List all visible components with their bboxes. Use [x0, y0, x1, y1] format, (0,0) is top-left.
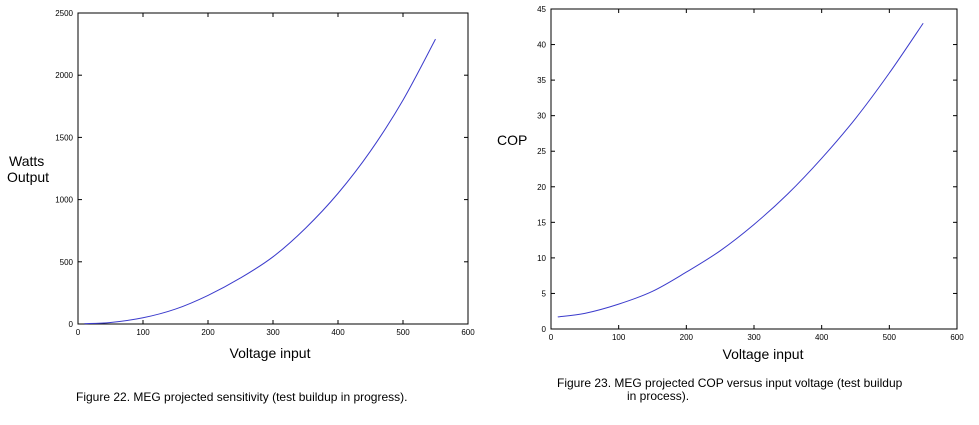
x-axis-ticks-cop: 0 100 200 300 400 500 600 [549, 9, 964, 342]
y-tick-label-sensitivity-0: 0 [69, 320, 74, 329]
figure-caption-23-line1: Figure 23. MEG projected COP versus inpu… [557, 376, 903, 390]
x-tick-label-sensitivity-6: 600 [461, 328, 475, 337]
series-line-cop [557, 22, 924, 318]
x-tick-label-cop-5: 500 [883, 333, 897, 342]
x-tick-label-sensitivity-5: 500 [396, 328, 410, 337]
chart-cop: 0 100 200 300 400 500 600 0 5 10 15 20 25 30 35 40 45 V… [497, 5, 964, 362]
y-tick-label-sensitivity-3: 1500 [55, 133, 73, 142]
x-tick-label-sensitivity-1: 100 [136, 328, 150, 337]
x-tick-label-sensitivity-0: 0 [76, 328, 81, 337]
x-axis-label-cop: Voltage input [723, 346, 804, 362]
y-tick-label-cop-9: 45 [537, 5, 546, 14]
y-tick-label-cop-5: 25 [537, 147, 546, 156]
y-axis-label-line1-sensitivity: Watts [9, 153, 44, 169]
y-tick-label-cop-7: 35 [537, 76, 546, 85]
y-tick-label-sensitivity-5: 2500 [55, 9, 73, 18]
x-tick-label-sensitivity-3: 300 [266, 328, 280, 337]
x-tick-label-cop-0: 0 [549, 333, 554, 342]
y-tick-label-sensitivity-1: 500 [60, 258, 74, 267]
chart-sensitivity: 0 100 200 300 400 500 600 0 500 1000 1500 2000 2500… [7, 9, 475, 361]
y-tick-label-cop-4: 20 [537, 183, 546, 192]
x-tick-label-cop-2: 200 [680, 333, 694, 342]
x-tick-label-cop-3: 300 [747, 333, 761, 342]
x-axis-label-sensitivity: Voltage input [230, 345, 311, 361]
y-axis-label-line2-sensitivity: Output [7, 169, 49, 185]
x-tick-label-sensitivity-2: 200 [201, 328, 215, 337]
x-tick-label-cop-4: 400 [815, 333, 829, 342]
y-axis-ticks-cop: 0 5 10 15 20 25 30 35 40 45 [537, 5, 957, 334]
y-axis-ticks-sensitivity: 0 500 1000 1500 2000 2500 [55, 9, 468, 329]
figure-caption-23-line2: in process). [627, 389, 690, 403]
y-axis-label-cop: COP [497, 132, 527, 148]
y-tick-label-cop-2: 10 [537, 254, 546, 263]
x-tick-label-sensitivity-4: 400 [331, 328, 345, 337]
x-tick-label-cop-1: 100 [612, 333, 626, 342]
x-tick-label-cop-6: 600 [950, 333, 964, 342]
plot-frame-sensitivity [77, 12, 469, 325]
y-tick-label-cop-1: 5 [542, 289, 547, 298]
y-tick-label-cop-6: 30 [537, 112, 546, 121]
y-tick-label-sensitivity-4: 2000 [55, 71, 73, 80]
y-tick-label-cop-0: 0 [542, 325, 547, 334]
y-tick-label-cop-3: 15 [537, 218, 546, 227]
series-line-sensitivity [84, 38, 436, 325]
x-axis-ticks-sensitivity: 0 100 200 300 400 500 600 [76, 13, 475, 337]
y-tick-label-cop-8: 40 [537, 41, 546, 50]
plot-frame-cop [550, 8, 958, 330]
figure-caption-23: Figure 23. MEG projected COP versus inpu… [557, 377, 902, 403]
figure-caption-22: Figure 22. MEG projected sensitivity (te… [76, 390, 408, 404]
y-tick-label-sensitivity-2: 1000 [55, 196, 73, 205]
